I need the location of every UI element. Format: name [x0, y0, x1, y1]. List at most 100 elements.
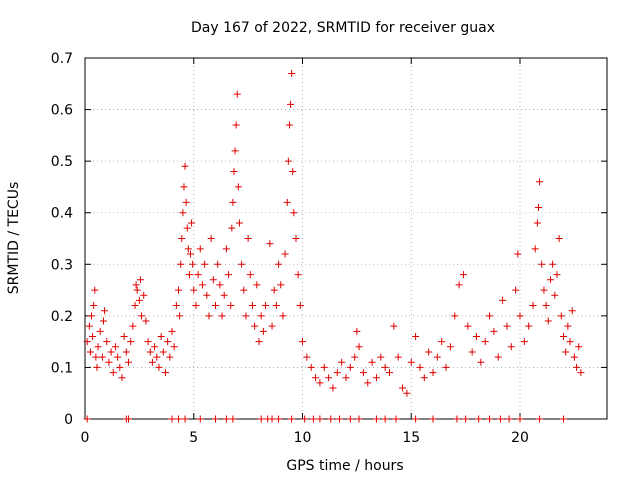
data-point: [212, 302, 219, 310]
data-point: [240, 286, 248, 294]
data-point: [229, 415, 237, 423]
data-point: [125, 415, 132, 423]
data-point: [262, 302, 270, 310]
data-point: [394, 353, 402, 361]
data-point: [196, 245, 204, 253]
data-point: [127, 338, 135, 346]
data-point: [157, 332, 165, 340]
data-point: [179, 209, 187, 217]
data-point: [172, 302, 180, 310]
data-point: [533, 219, 541, 227]
data-point: [564, 322, 572, 330]
data-point: [359, 369, 367, 377]
data-point: [270, 286, 278, 294]
data-point: [91, 286, 99, 294]
data-point: [285, 121, 293, 129]
data-point: [289, 167, 297, 175]
data-point: [477, 358, 485, 366]
data-point: [544, 317, 552, 325]
data-point: [386, 369, 393, 377]
data-point: [320, 363, 328, 371]
data-point: [227, 302, 235, 310]
data-point: [288, 415, 296, 423]
data-point: [381, 415, 389, 423]
data-point: [203, 291, 211, 299]
data-point: [101, 307, 109, 315]
data-point: [164, 338, 172, 346]
data-point: [192, 302, 200, 310]
data-point: [459, 271, 467, 279]
data-point: [307, 363, 315, 371]
data-point: [451, 312, 459, 320]
data-point: [568, 307, 576, 315]
data-point: [316, 415, 324, 423]
data-point: [433, 353, 441, 361]
data-point: [503, 322, 511, 330]
data-point: [138, 312, 146, 320]
data-point: [181, 415, 189, 423]
data-point: [429, 369, 437, 377]
data-point: [93, 363, 101, 371]
data-point: [118, 374, 126, 382]
data-point: [462, 415, 470, 423]
data-point: [529, 302, 537, 310]
data-point: [412, 332, 420, 340]
data-point: [268, 322, 276, 330]
data-point: [546, 276, 554, 284]
data-point: [103, 338, 111, 346]
data-point: [316, 379, 324, 387]
data-point: [188, 219, 196, 227]
data-point: [222, 245, 230, 253]
data-point: [228, 224, 236, 232]
data-point: [99, 317, 107, 325]
data-point: [88, 312, 96, 320]
data-point: [372, 374, 380, 382]
data-point: [549, 260, 557, 268]
x-tick-label: 5: [189, 430, 198, 446]
data-point: [536, 415, 544, 423]
data-point: [155, 363, 163, 371]
data-point: [346, 363, 354, 371]
data-point: [129, 322, 137, 330]
data-point: [235, 219, 243, 227]
data-point: [182, 198, 190, 206]
data-point: [490, 327, 498, 335]
data-point: [399, 384, 407, 392]
data-point: [253, 281, 261, 289]
data-point: [230, 167, 238, 175]
data-point: [89, 332, 97, 340]
data-point: [455, 281, 463, 289]
plot-frame: [84, 57, 608, 420]
data-point: [225, 271, 233, 279]
data-point: [151, 343, 159, 351]
data-point: [381, 363, 389, 371]
y-axis: 0 0.1 0.2 0.3 0.4 0.5 0.6 0.7: [51, 51, 607, 428]
data-point: [446, 343, 454, 351]
x-tick-label: 20: [511, 430, 529, 446]
data-point: [438, 338, 446, 346]
data-point: [481, 338, 489, 346]
data-point: [255, 338, 263, 346]
data-point: [392, 415, 400, 423]
data-point: [146, 348, 154, 356]
data-point: [453, 415, 461, 423]
data-point: [216, 281, 224, 289]
data-point: [140, 291, 148, 299]
data-point: [183, 224, 191, 232]
data-point: [181, 162, 189, 170]
data-point: [290, 209, 298, 217]
data-point: [390, 322, 398, 330]
data-point: [257, 415, 265, 423]
data-point: [125, 358, 132, 366]
data-point: [351, 353, 359, 361]
data-point: [301, 415, 309, 423]
y-tick-label: 0.7: [51, 51, 73, 67]
data-point: [284, 157, 292, 165]
data-point: [268, 415, 276, 423]
data-point: [184, 245, 192, 253]
data-point: [259, 327, 267, 335]
data-point: [133, 286, 141, 294]
data-point: [92, 353, 100, 361]
data-point: [468, 348, 476, 356]
